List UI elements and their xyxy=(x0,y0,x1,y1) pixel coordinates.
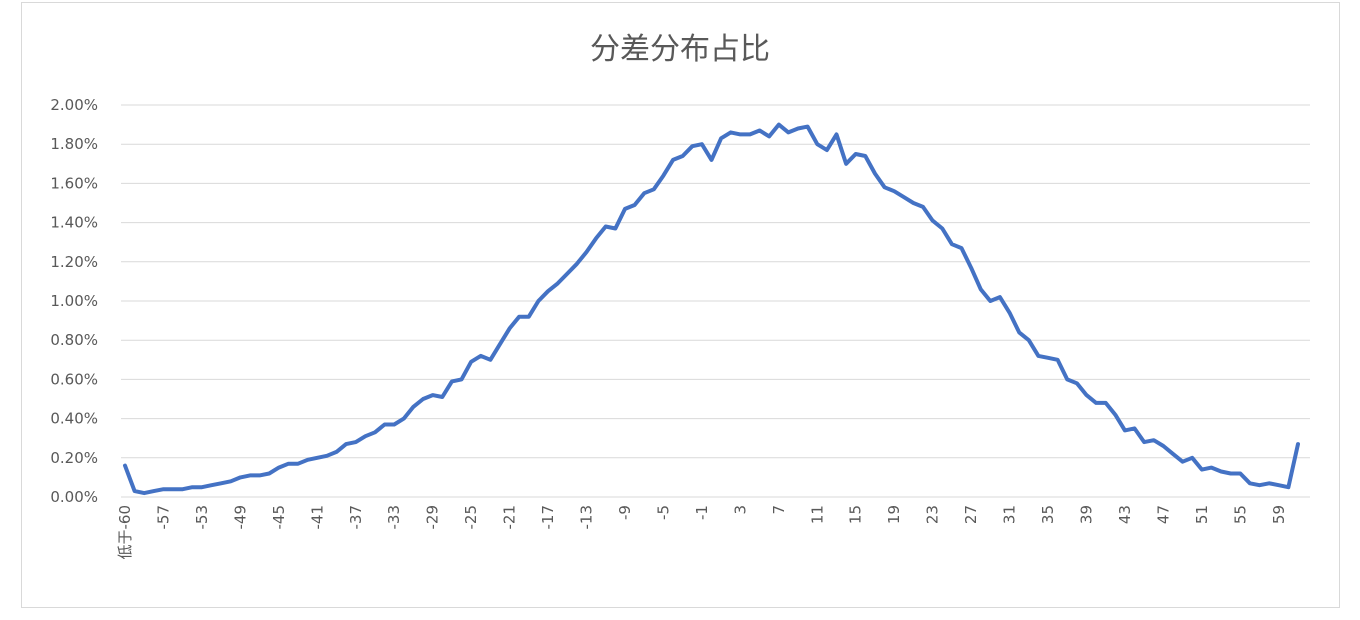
y-tick-label: 2.00% xyxy=(50,96,98,114)
x-tick-label: -41 xyxy=(308,505,326,530)
x-tick-label: -29 xyxy=(424,505,442,530)
x-tick-label: -21 xyxy=(501,505,519,530)
x-tick-label: 43 xyxy=(1116,505,1134,524)
x-tick-label: 19 xyxy=(885,505,903,524)
y-tick-label: 1.80% xyxy=(50,135,98,153)
chart-title: 分差分布占比 xyxy=(590,32,770,67)
x-tick-label: 55 xyxy=(1231,505,1249,524)
x-tick-label: 11 xyxy=(808,505,826,524)
x-tick-label: 39 xyxy=(1077,505,1095,524)
x-tick-label: -17 xyxy=(539,505,557,530)
gridlines xyxy=(121,104,1310,459)
x-tick-label: -25 xyxy=(462,505,480,530)
y-tick-label: 1.40% xyxy=(50,214,98,232)
x-tick-label: -33 xyxy=(385,505,403,530)
x-tick-label: -13 xyxy=(578,505,596,530)
x-tick-label: 23 xyxy=(924,505,942,524)
x-axis-ticks: 低于-60 -57 -53 -49 -45 -41 -37 -33 -29 -25 -21 -17 -1… xyxy=(116,505,1288,560)
y-tick-label: 0.40% xyxy=(50,410,98,428)
x-tick-label: -49 xyxy=(231,505,249,530)
x-tick-label: 15 xyxy=(847,505,865,524)
chart-frame xyxy=(21,2,1340,608)
x-tick-label: 3 xyxy=(731,505,749,515)
x-tick-label: 47 xyxy=(1154,505,1172,524)
y-tick-label: 0.80% xyxy=(50,331,98,349)
x-tick-label: 27 xyxy=(962,505,980,524)
x-tick-label: 35 xyxy=(1039,505,1057,524)
x-tick-label: 7 xyxy=(770,505,788,515)
x-tick-label: 低于-60 xyxy=(116,505,134,560)
x-tick-label: -5 xyxy=(654,505,672,520)
x-tick-label: -53 xyxy=(193,505,211,530)
y-tick-label: 0.60% xyxy=(50,370,98,388)
y-tick-label: 1.00% xyxy=(50,292,98,310)
x-tick-label: -1 xyxy=(693,505,711,520)
x-tick-label: 59 xyxy=(1270,505,1288,524)
series-line xyxy=(123,122,1300,496)
y-tick-label: 1.60% xyxy=(50,174,98,192)
x-tick-label: -37 xyxy=(347,505,365,530)
y-axis-ticks: 0.00% 0.20% 0.40% 0.60% 0.80% 1.00% 1.20% 1.40%… xyxy=(50,96,98,506)
y-tick-label: 0.20% xyxy=(50,449,98,467)
x-tick-label: -9 xyxy=(616,505,634,520)
y-tick-label: 1.20% xyxy=(50,253,98,271)
x-tick-label: 31 xyxy=(1001,505,1019,524)
y-tick-label: 0.00% xyxy=(50,488,98,506)
x-tick-label: -57 xyxy=(154,505,172,530)
x-tick-label: -45 xyxy=(270,505,288,530)
x-tick-label: 51 xyxy=(1193,505,1211,524)
